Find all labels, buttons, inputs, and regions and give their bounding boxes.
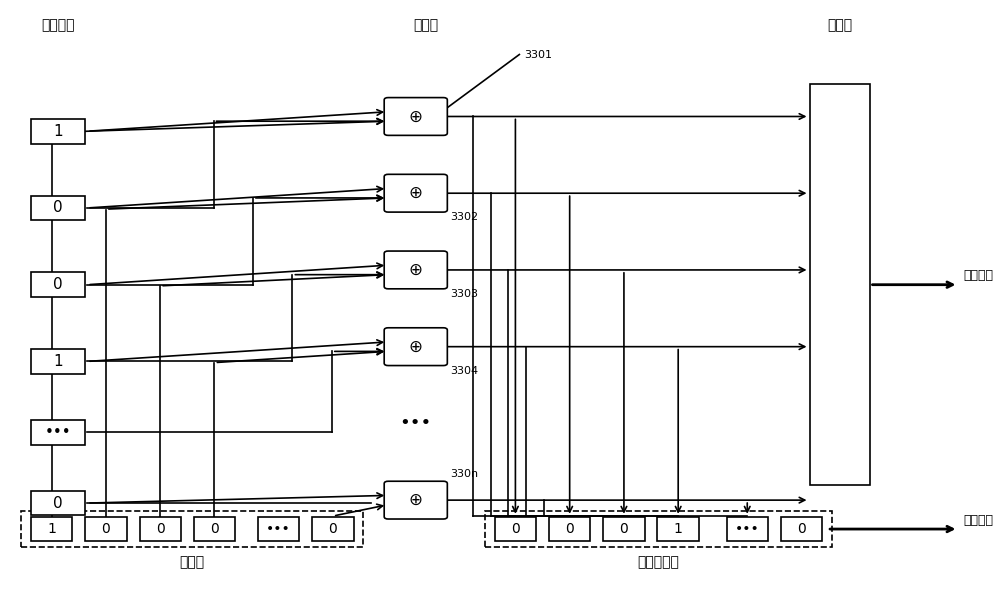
FancyBboxPatch shape bbox=[85, 517, 127, 541]
Text: ⊕: ⊕ bbox=[409, 184, 423, 202]
FancyBboxPatch shape bbox=[781, 517, 822, 541]
Text: 0: 0 bbox=[210, 522, 219, 536]
FancyBboxPatch shape bbox=[495, 517, 536, 541]
Text: ⊕: ⊕ bbox=[409, 337, 423, 356]
Text: •••: ••• bbox=[735, 522, 760, 536]
Text: ⊕: ⊕ bbox=[409, 491, 423, 509]
Text: 计数器: 计数器 bbox=[827, 18, 853, 32]
Text: 表项行: 表项行 bbox=[180, 555, 205, 569]
Text: 1: 1 bbox=[53, 124, 63, 139]
Text: 关键字项: 关键字项 bbox=[41, 18, 75, 32]
Text: 0: 0 bbox=[53, 496, 63, 511]
FancyBboxPatch shape bbox=[31, 420, 85, 445]
Text: 3304: 3304 bbox=[450, 365, 478, 375]
Text: 1: 1 bbox=[47, 522, 56, 536]
FancyBboxPatch shape bbox=[258, 517, 299, 541]
Text: 位置输出: 位置输出 bbox=[963, 514, 993, 527]
Text: 0: 0 bbox=[511, 522, 520, 536]
Text: ⊕: ⊕ bbox=[409, 261, 423, 279]
Text: •••: ••• bbox=[266, 522, 291, 536]
FancyBboxPatch shape bbox=[727, 517, 768, 541]
FancyBboxPatch shape bbox=[31, 196, 85, 221]
Text: 0: 0 bbox=[53, 200, 63, 215]
Text: 1: 1 bbox=[53, 354, 63, 369]
FancyBboxPatch shape bbox=[31, 517, 72, 541]
Text: 3302: 3302 bbox=[450, 212, 478, 222]
FancyBboxPatch shape bbox=[384, 328, 447, 365]
FancyBboxPatch shape bbox=[384, 98, 447, 135]
FancyBboxPatch shape bbox=[31, 119, 85, 144]
Text: 0: 0 bbox=[156, 522, 165, 536]
Text: 330n: 330n bbox=[450, 468, 478, 479]
FancyBboxPatch shape bbox=[31, 490, 85, 515]
FancyBboxPatch shape bbox=[384, 482, 447, 519]
FancyBboxPatch shape bbox=[31, 349, 85, 374]
FancyBboxPatch shape bbox=[194, 517, 235, 541]
FancyBboxPatch shape bbox=[603, 517, 645, 541]
Text: 运算器: 运算器 bbox=[413, 18, 438, 32]
Text: ⊕: ⊕ bbox=[409, 107, 423, 126]
FancyBboxPatch shape bbox=[31, 272, 85, 297]
Text: 0: 0 bbox=[565, 522, 574, 536]
FancyBboxPatch shape bbox=[384, 251, 447, 289]
Text: 3301: 3301 bbox=[524, 49, 552, 59]
FancyBboxPatch shape bbox=[810, 84, 870, 486]
Text: 1: 1 bbox=[674, 522, 683, 536]
FancyBboxPatch shape bbox=[140, 517, 181, 541]
FancyBboxPatch shape bbox=[549, 517, 590, 541]
Text: 0: 0 bbox=[102, 522, 110, 536]
FancyBboxPatch shape bbox=[657, 517, 699, 541]
Text: 0: 0 bbox=[620, 522, 628, 536]
Text: 0: 0 bbox=[53, 277, 63, 292]
Text: •••: ••• bbox=[45, 425, 71, 440]
FancyBboxPatch shape bbox=[312, 517, 354, 541]
FancyBboxPatch shape bbox=[384, 174, 447, 212]
Text: 0: 0 bbox=[329, 522, 337, 536]
Text: 3303: 3303 bbox=[450, 289, 478, 299]
Text: •••: ••• bbox=[400, 415, 432, 432]
Text: 计数输出: 计数输出 bbox=[963, 269, 993, 282]
Text: 位置寄存器: 位置寄存器 bbox=[638, 555, 679, 569]
Text: 0: 0 bbox=[797, 522, 806, 536]
